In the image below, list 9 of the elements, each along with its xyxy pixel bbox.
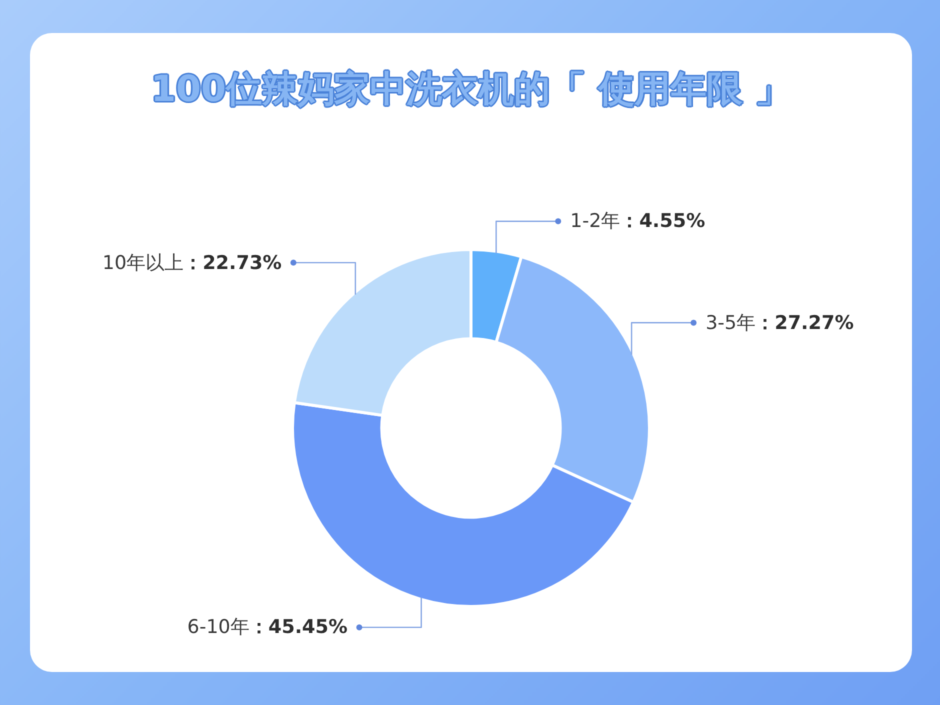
data-label: ：45.45%: [249, 616, 348, 638]
slice-label: 1-2年: [570, 210, 620, 232]
data-label: ：4.55%: [620, 210, 706, 232]
data-label: ：22.73%: [184, 252, 282, 274]
slice-label: 6-10年: [187, 616, 250, 638]
chart-title: 100位辣妈家中洗衣机的「 使用年限 」: [150, 68, 792, 112]
data-label: ：27.27%: [756, 312, 854, 334]
slice-label: 3-5年: [706, 312, 756, 334]
slice-label: 10年以上: [102, 252, 184, 274]
